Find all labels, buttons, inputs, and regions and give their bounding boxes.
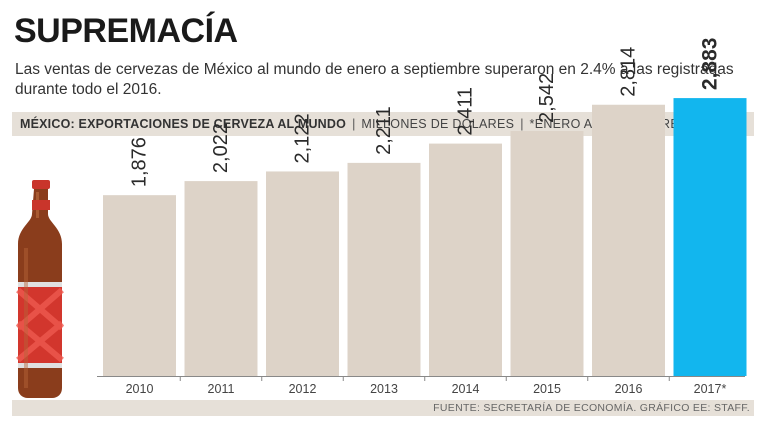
data-label-2010: 1,876 bbox=[129, 137, 151, 187]
x-tick-label-2016: 2016 bbox=[615, 382, 643, 396]
x-tick-label-2014: 2014 bbox=[452, 382, 480, 396]
x-tick-label-2017*: 2017* bbox=[694, 382, 727, 396]
bar-2017* bbox=[673, 98, 747, 376]
subtitle: Las ventas de cervezas de México al mund… bbox=[15, 61, 734, 98]
bar-2013 bbox=[347, 162, 421, 376]
bar-2012 bbox=[266, 171, 339, 376]
bar-2015 bbox=[510, 130, 584, 376]
beer-bottle-icon bbox=[16, 180, 64, 398]
x-tick-label-2015: 2015 bbox=[533, 382, 561, 396]
bar-2010 bbox=[103, 195, 176, 376]
data-label-2015: 2,542 bbox=[536, 73, 558, 123]
source-note: FUENTE: SECRETARÍA DE ECONOMÍA. GRÁFICO … bbox=[433, 402, 750, 414]
separator: | bbox=[352, 117, 356, 131]
data-label-2013: 2,211 bbox=[373, 106, 395, 155]
chart-title: MÉXICO: EXPORTACIONES DE CERVEZA AL MUND… bbox=[20, 117, 347, 131]
x-tick-label-2013: 2013 bbox=[370, 382, 398, 396]
bar-chart: 1,876 2010 2,022 2011 2,122 2012 2,211 2013 2,41… bbox=[97, 38, 747, 396]
bar-2011 bbox=[184, 181, 258, 376]
data-label-2011: 2,022 bbox=[210, 123, 232, 173]
data-label-2017*: 2,883 bbox=[699, 38, 722, 91]
separator: | bbox=[520, 117, 524, 131]
page-title: SUPREMACÍA bbox=[14, 12, 238, 50]
x-tick-label-2012: 2012 bbox=[289, 382, 317, 396]
bar-2014 bbox=[429, 143, 502, 376]
data-label-2014: 2,411 bbox=[455, 87, 477, 136]
footer-bar bbox=[12, 400, 754, 416]
bar-2016 bbox=[592, 104, 665, 377]
units-label: MILLONES DE DÓLARES bbox=[361, 117, 515, 131]
data-label-2016: 2,814 bbox=[618, 47, 640, 97]
x-tick-label-2011: 2011 bbox=[208, 382, 235, 396]
x-tick-label-2010: 2010 bbox=[126, 382, 154, 396]
data-label-2012: 2,122 bbox=[292, 113, 314, 163]
